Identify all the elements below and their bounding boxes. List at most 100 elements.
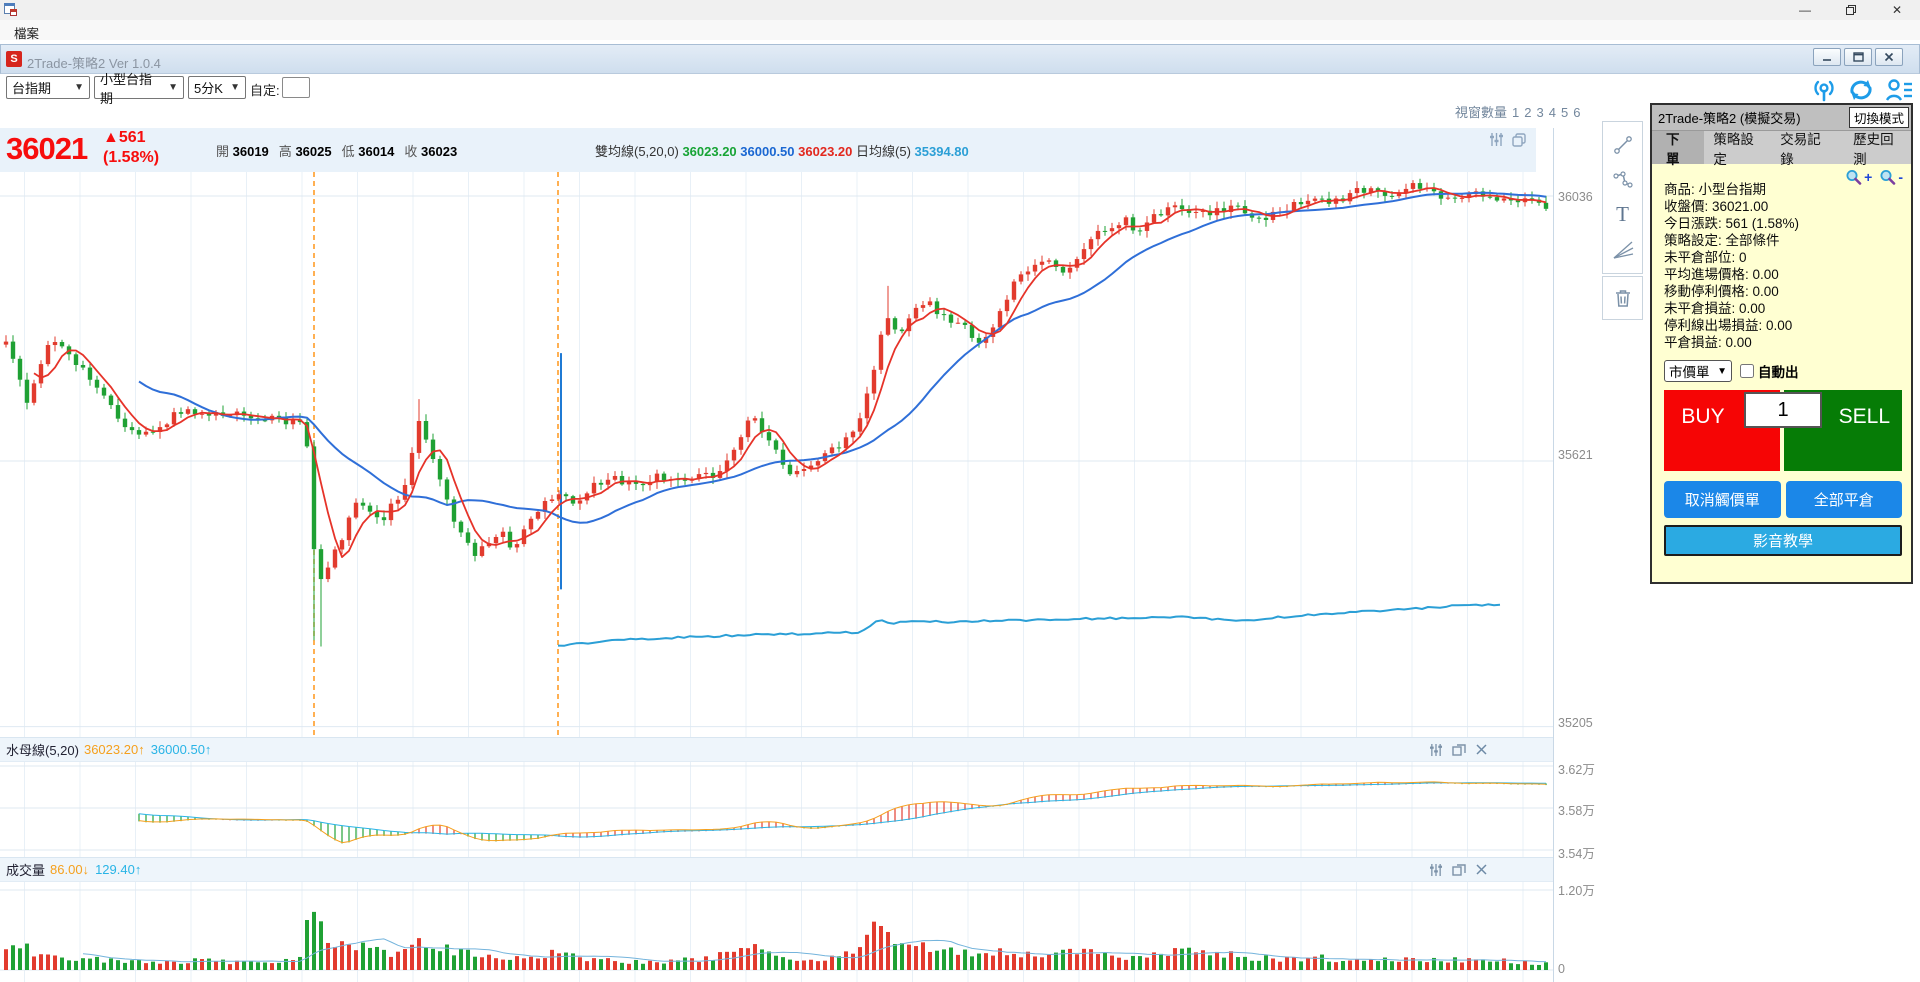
window-count-3[interactable]: 3	[1536, 105, 1544, 120]
switch-mode-button[interactable]: 切換模式	[1849, 107, 1909, 128]
os-window-controls: — ✕	[1782, 0, 1920, 20]
indicator-settings-icon[interactable]	[1429, 743, 1443, 756]
app-titlebar[interactable]	[0, 44, 1920, 74]
zoom-out-sign[interactable]: -	[1898, 169, 1903, 185]
window-count-4[interactable]: 4	[1548, 105, 1556, 120]
tab-order[interactable]: 下單	[1652, 131, 1705, 167]
order-panel-titlebar[interactable]: 2Trade-策略2 (模擬交易) 切換模式	[1652, 105, 1911, 131]
zoom-in-icon[interactable]	[1845, 169, 1862, 185]
volume-chart[interactable]	[0, 882, 1553, 982]
order-panel: 2Trade-策略2 (模擬交易) 切換模式 下單 策略設定 交易記錄 歷史回測…	[1650, 103, 1913, 584]
quick-icons	[1810, 76, 1914, 104]
close-panel-icon[interactable]	[1475, 863, 1488, 876]
info-trailing-stop: 移動停利價格: 0.00	[1664, 284, 1779, 299]
axis-label: 36036	[1558, 190, 1593, 204]
os-restore-button[interactable]	[1828, 0, 1874, 20]
ma-readout: 雙均線(5,20,0) 36023.20 36000.50 36023.20 日…	[595, 144, 969, 159]
quantity-input[interactable]	[1744, 392, 1822, 428]
app-logo: S	[6, 51, 22, 67]
chevron-down-icon: ▼	[74, 82, 84, 93]
app-minimize-button[interactable]	[1813, 48, 1841, 66]
custom-interval-label: 自定:	[250, 83, 280, 98]
last-price: 36021	[6, 131, 88, 166]
window-count-6[interactable]: 6	[1573, 105, 1581, 120]
info-strategy: 策略設定: 全部條件	[1664, 233, 1780, 248]
video-tutorial-button[interactable]: 影音教學	[1664, 525, 1902, 556]
font-zoom-controls: + -	[1845, 169, 1903, 185]
text-tool[interactable]: T	[1616, 202, 1629, 227]
info-open-position: 未平倉部位: 0	[1664, 250, 1747, 265]
contact-list-icon[interactable]	[1884, 76, 1914, 104]
expand-panel-icon[interactable]	[1452, 743, 1466, 756]
os-titlebar	[0, 0, 1920, 20]
water-indicator-title: 水母線(5,20)	[6, 743, 79, 758]
polyline-tool[interactable]	[1610, 167, 1636, 193]
menu-file[interactable]: 檔案	[14, 27, 40, 41]
window-count-2[interactable]: 2	[1524, 105, 1532, 120]
tab-strategy-settings[interactable]: 策略設定	[1713, 131, 1754, 167]
os-close-button[interactable]: ✕	[1891, 3, 1903, 17]
broadcast-icon[interactable]	[1810, 76, 1838, 104]
os-minimize-button[interactable]: —	[1799, 3, 1811, 17]
zoom-in-sign[interactable]: +	[1864, 169, 1873, 185]
minimize-icon	[1823, 58, 1831, 61]
auto-exit-checkbox[interactable]	[1740, 364, 1754, 378]
app-title: 2Trade-策略2 Ver 1.0.4	[27, 56, 161, 71]
water-fast-value: 36023.20↑	[83, 742, 145, 757]
interval-select[interactable]: 5分K ▼	[188, 76, 246, 99]
tab-trade-records[interactable]: 交易記錄	[1780, 131, 1821, 167]
close-all-positions-button[interactable]: 全部平倉	[1785, 481, 1902, 518]
trade-buttons-row: BUY SELL	[1664, 390, 1902, 471]
trendline-tool[interactable]	[1610, 132, 1636, 158]
change-percent: (1.58%)	[103, 149, 160, 166]
zoom-out-icon[interactable]	[1879, 169, 1896, 185]
window-count-1[interactable]: 1	[1512, 105, 1520, 120]
order-type-select[interactable]: 市價單 ▼	[1664, 360, 1732, 382]
window-count-selector: 視窗數量 1 2 3 4 5 6	[1455, 102, 1580, 121]
app-close-button[interactable]	[1875, 48, 1903, 66]
info-avg-entry: 平均進場價格: 0.00	[1664, 267, 1779, 282]
drawing-toolbar: T	[1602, 121, 1643, 274]
axis-label: 3.62万	[1558, 763, 1595, 777]
product-select[interactable]: 小型台指期 ▼	[94, 72, 184, 106]
volume-header: 成交量 86.00↓ 129.40↑	[0, 857, 1553, 882]
chevron-down-icon: ▼	[1717, 365, 1727, 377]
axis-label: 35205	[1558, 716, 1593, 730]
main-candlestick-chart[interactable]	[0, 172, 1553, 737]
axis-label: 3.58万	[1558, 804, 1595, 818]
cancel-trigger-order-button[interactable]: 取消觸價單	[1664, 481, 1781, 518]
water-indicator-chart[interactable]	[0, 762, 1553, 857]
expand-panel-icon[interactable]	[1452, 863, 1466, 876]
info-day-change: 今日漲跌: 561 (1.58%)	[1664, 216, 1800, 231]
auto-exit-label[interactable]: 自動出	[1758, 365, 1799, 380]
app-restore-button[interactable]	[1844, 48, 1872, 66]
order-panel-body: + - 商品: 小型台指期 收盤價: 36021.00 今日漲跌: 561 (1…	[1652, 164, 1911, 582]
price-change: ▲561 (1.58%)	[103, 128, 159, 168]
order-panel-tabs: 下單 策略設定 交易記錄 歷史回測	[1652, 131, 1911, 167]
refresh-icon[interactable]	[1846, 76, 1876, 104]
change-points: ▲561	[103, 129, 146, 146]
fan-lines-tool[interactable]	[1610, 237, 1636, 263]
axis-label: 3.54万	[1558, 847, 1595, 861]
water-slow-value: 36000.50↑	[150, 742, 212, 757]
order-actions-row: 取消觸價單 全部平倉	[1664, 481, 1902, 518]
indicator-settings-icon[interactable]	[1489, 133, 1504, 146]
axis-label: 1.20万	[1558, 884, 1595, 898]
custom-interval-input[interactable]	[282, 77, 310, 98]
volume-title: 成交量	[6, 863, 46, 878]
order-type-row: 市價單 ▼ 自動出	[1664, 360, 1799, 382]
tab-backtest[interactable]: 歷史回測	[1853, 131, 1894, 167]
ohlc-readout: 開 36019 高 36025 低 36014 收 36023	[216, 144, 458, 159]
axis-label: 0	[1558, 962, 1565, 976]
buy-label: BUY	[1681, 405, 1725, 428]
market-select[interactable]: 台指期 ▼	[6, 76, 90, 99]
indicator-settings-icon[interactable]	[1429, 863, 1443, 876]
close-icon	[1884, 52, 1894, 62]
close-panel-icon[interactable]	[1475, 743, 1488, 756]
copy-chart-icon[interactable]	[1512, 133, 1526, 147]
chart-header-icons	[1489, 133, 1526, 147]
position-info-list: 商品: 小型台指期 收盤價: 36021.00 今日漲跌: 561 (1.58%…	[1652, 164, 1911, 351]
product-select-value: 小型台指期	[100, 71, 153, 106]
window-count-5[interactable]: 5	[1560, 105, 1569, 120]
trash-icon[interactable]	[1610, 285, 1636, 311]
